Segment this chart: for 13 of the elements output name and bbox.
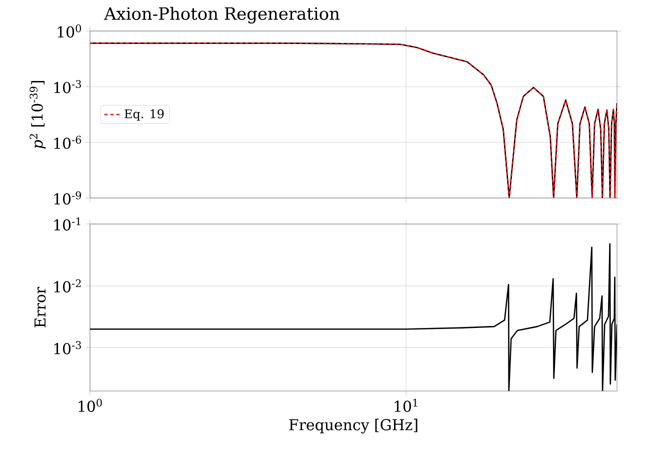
legend-label: Eq. 19 bbox=[124, 109, 164, 121]
y-axis-title: p$^{2}$ [10$^{-39}$] bbox=[30, 81, 46, 149]
y-tick-label: 10$^{-3}$ bbox=[54, 80, 81, 94]
y-tick-label: 10$^{-6}$ bbox=[54, 136, 82, 149]
chart-title: Axion-Photon Regeneration bbox=[104, 6, 340, 24]
x-axis-title: Frequency [GHz] bbox=[289, 418, 418, 434]
y-tick-label: 10$^{-9}$ bbox=[54, 191, 82, 205]
x-tick-label: 10$^{1}$ bbox=[394, 398, 418, 412]
y-axis-title: Error bbox=[34, 286, 46, 328]
y-tick-label: 10$^{0}$ bbox=[58, 24, 82, 38]
y-tick-label: 10$^{-1}$ bbox=[54, 217, 80, 231]
y-tick-label: 10$^{-2}$ bbox=[54, 279, 81, 292]
y-tick-label: 10$^{-3}$ bbox=[54, 341, 81, 354]
